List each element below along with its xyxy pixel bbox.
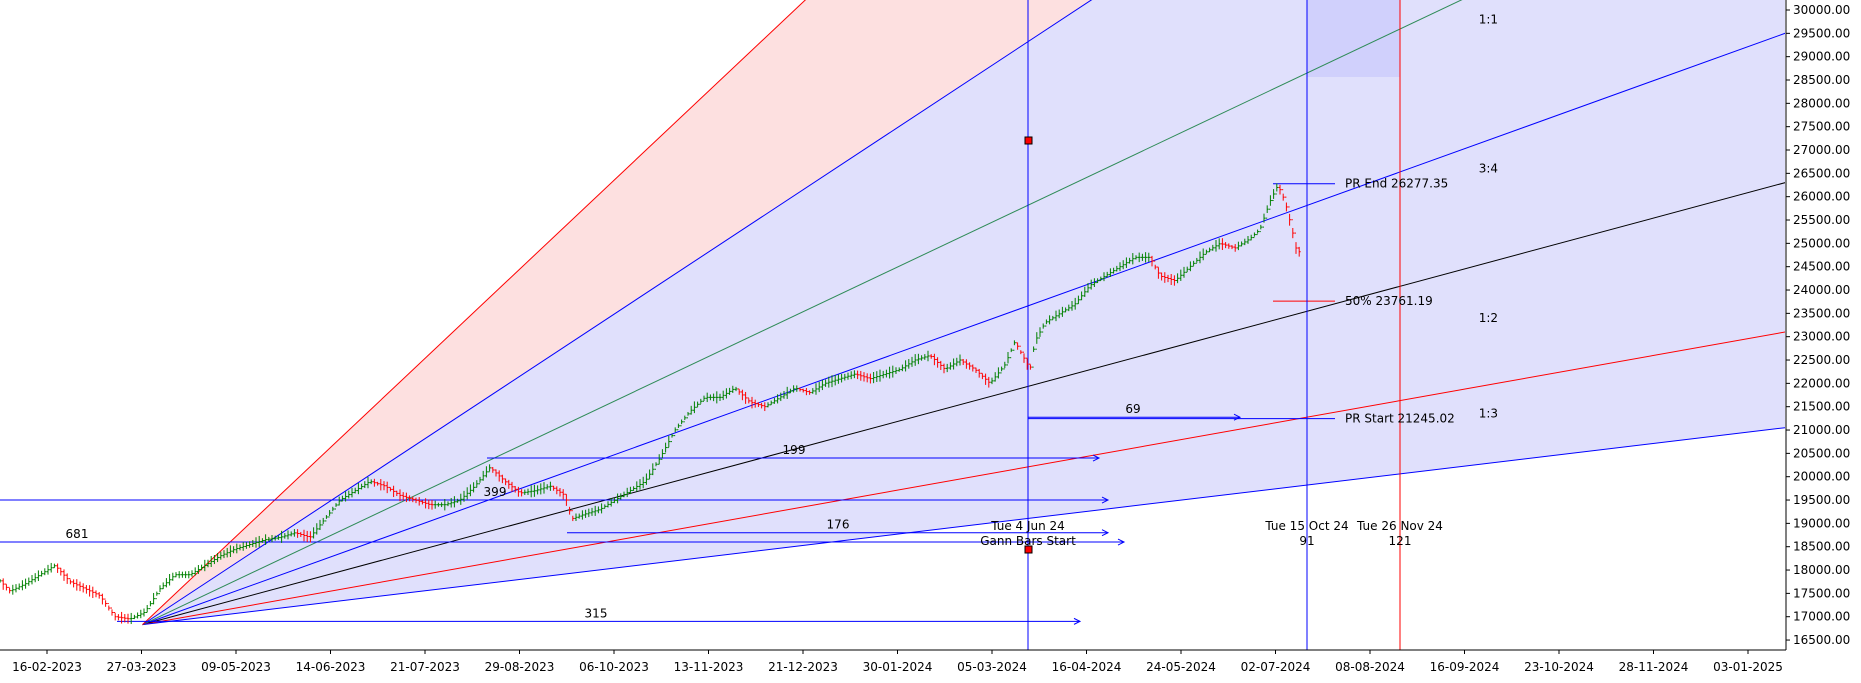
y-tick-label: 20500.00 <box>1793 446 1850 460</box>
y-tick-label: 28500.00 <box>1793 73 1850 87</box>
y-tick-label: 23500.00 <box>1793 306 1850 320</box>
y-tick-label: 18500.00 <box>1793 540 1850 554</box>
x-tick-label: 16-09-2024 <box>1430 660 1500 674</box>
x-tick-label: 27-03-2023 <box>107 660 177 674</box>
x-tick-label: 08-08-2024 <box>1335 660 1405 674</box>
bar-count-label: 315 <box>585 606 608 620</box>
bar-count-label: 681 <box>66 527 89 541</box>
y-tick-label: 28000.00 <box>1793 96 1850 110</box>
x-tick-label: 29-08-2023 <box>485 660 555 674</box>
bar-count-label: 199 <box>783 443 806 457</box>
y-tick-label: 18000.00 <box>1793 563 1850 577</box>
fan-ratio-label: 3:4 <box>1479 162 1498 176</box>
x-tick-label: 21-12-2023 <box>768 660 838 674</box>
level-label: 50% 23761.19 <box>1345 294 1433 308</box>
x-tick-label: 28-11-2024 <box>1619 660 1689 674</box>
time-marker-caption: 91 <box>1299 534 1314 548</box>
y-tick-label: 21000.00 <box>1793 423 1850 437</box>
x-tick-label: 21-07-2023 <box>390 660 460 674</box>
level-label: PR Start 21245.02 <box>1345 412 1455 426</box>
y-tick-label: 24000.00 <box>1793 283 1850 297</box>
y-tick-label: 29000.00 <box>1793 50 1850 64</box>
y-tick-label: 17000.00 <box>1793 610 1850 624</box>
y-tick-label: 27000.00 <box>1793 143 1850 157</box>
bar-count-label: 399 <box>484 485 507 499</box>
x-tick-label: 09-05-2023 <box>201 660 271 674</box>
fan-ratio-label: 1:3 <box>1479 407 1498 421</box>
time-marker-date: Tue 4 Jun 24 <box>990 519 1065 533</box>
y-tick-label: 22500.00 <box>1793 353 1850 367</box>
fan-ratio-label: 1:1 <box>1479 12 1498 26</box>
y-tick-label: 29500.00 <box>1793 26 1850 40</box>
x-tick-label: 16-02-2023 <box>12 660 82 674</box>
time-marker-caption: 121 <box>1389 534 1412 548</box>
x-tick-label: 13-11-2023 <box>674 660 744 674</box>
time-marker-date: Tue 15 Oct 24 <box>1264 519 1348 533</box>
y-tick-label: 26000.00 <box>1793 190 1850 204</box>
y-tick-label: 26500.00 <box>1793 166 1850 180</box>
x-tick-label: 14-06-2023 <box>296 660 366 674</box>
time-marker-date: Tue 26 Nov 24 <box>1356 519 1443 533</box>
x-tick-label: 30-01-2024 <box>863 660 933 674</box>
y-tick-label: 20000.00 <box>1793 470 1850 484</box>
y-tick-label: 21500.00 <box>1793 400 1850 414</box>
y-tick-label: 27500.00 <box>1793 120 1850 134</box>
y-tick-label: 25500.00 <box>1793 213 1850 227</box>
x-tick-label: 06-10-2023 <box>579 660 649 674</box>
fan-ratio-label: 1:2 <box>1479 311 1498 325</box>
level-label: PR End 26277.35 <box>1345 177 1448 191</box>
marker-handle <box>1025 137 1032 144</box>
x-tick-label: 02-07-2024 <box>1241 660 1311 674</box>
y-tick-label: 19500.00 <box>1793 493 1850 507</box>
bar-count-label: 69 <box>1125 402 1140 416</box>
x-tick-label: 03-01-2025 <box>1713 660 1783 674</box>
time-zone-shade <box>1307 0 1400 77</box>
marker-handle <box>1025 546 1032 553</box>
x-tick-label: 24-05-2024 <box>1146 660 1216 674</box>
y-tick-label: 25000.00 <box>1793 236 1850 250</box>
y-tick-label: 23000.00 <box>1793 330 1850 344</box>
x-tick-label: 23-10-2024 <box>1524 660 1594 674</box>
y-tick-label: 17500.00 <box>1793 586 1850 600</box>
y-tick-label: 24500.00 <box>1793 260 1850 274</box>
y-tick-label: 16500.00 <box>1793 633 1850 647</box>
x-tick-label: 05-03-2024 <box>957 660 1027 674</box>
x-tick-label: 16-04-2024 <box>1052 660 1122 674</box>
y-tick-label: 22000.00 <box>1793 376 1850 390</box>
bar-count-label: 176 <box>827 518 850 532</box>
y-tick-label: 30000.00 <box>1793 3 1850 17</box>
y-tick-label: 19000.00 <box>1793 516 1850 530</box>
